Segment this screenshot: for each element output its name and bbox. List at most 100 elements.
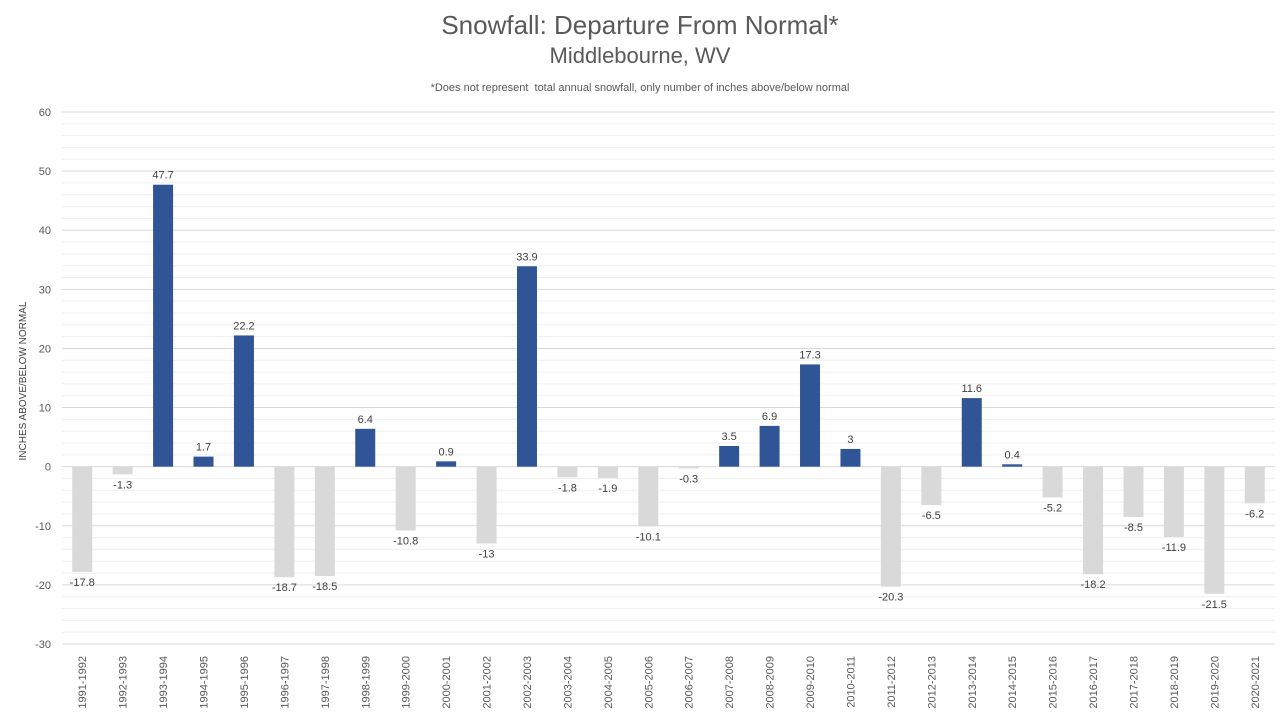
bar [516,266,537,467]
bar [112,466,133,475]
y-tick-label: 0 [45,462,51,474]
bar [678,466,699,469]
data-label: 17.3 [799,349,820,361]
data-label: 47.7 [152,170,173,182]
data-label: -6.2 [1245,508,1264,520]
data-label: 0.9 [438,446,453,458]
data-label: 6.4 [358,414,373,426]
x-tick-label: 1992-1993 [118,656,130,709]
data-label: -10.1 [636,531,661,543]
x-tick-label: 2014-2015 [1007,656,1019,709]
chart-note: *Does not represent total annual snowfal… [430,82,850,94]
data-label: 11.6 [961,383,982,395]
x-tick-label: 2016-2017 [1088,656,1100,709]
bar [395,466,416,531]
data-label: 1.7 [196,442,211,454]
y-tick-label: -20 [35,580,51,592]
data-label: -13 [479,549,495,561]
bar [557,466,578,478]
bar [72,466,93,572]
x-tick-label: 1998-1999 [360,656,372,709]
data-label: -10.8 [393,536,418,548]
bar [840,448,861,467]
data-label: -5.2 [1043,502,1062,514]
bar [880,466,901,587]
data-label: -20.3 [878,592,903,604]
x-tick-label: 2018-2019 [1169,656,1181,709]
x-tick-label: 2004-2005 [603,656,615,709]
x-tick-label: 2000-2001 [441,656,453,709]
data-label: -0.3 [679,473,698,485]
x-tick-label: 1994-1995 [199,656,211,709]
x-tick-label: 2013-2014 [967,656,979,709]
bar [476,466,497,544]
bar [719,445,740,467]
data-label: 6.9 [762,411,777,423]
bar [921,466,942,506]
y-tick-label: 40 [39,225,51,237]
bar [597,466,618,478]
bar [800,364,821,467]
data-label: -21.5 [1202,599,1227,611]
bar [961,398,982,467]
y-tick-label: -30 [35,639,51,651]
data-label: -11.9 [1162,542,1186,554]
bar [1244,466,1265,504]
chart-subtitle: Middlebourne, WV [549,43,731,68]
x-tick-label: 2010-2011 [845,656,857,708]
bar [314,466,335,577]
x-tick-label: 1999-2000 [401,656,413,709]
bar [274,466,295,578]
data-label: -1.3 [113,479,132,491]
x-tick-label: 2012-2013 [926,656,938,709]
data-label: -8.5 [1124,522,1143,534]
x-tick-label: 2017-2018 [1128,656,1140,709]
x-tick-label: 2006-2007 [684,656,696,709]
bar [436,461,457,467]
bar [233,335,254,467]
data-label: -18.5 [312,581,337,593]
data-label: -18.2 [1081,579,1106,591]
y-tick-label: 50 [39,166,51,178]
x-tick-label: 1995-1996 [239,656,251,709]
bar [1163,466,1184,538]
bar [193,456,214,467]
x-tick-label: 2008-2009 [765,656,777,709]
data-label: 0.4 [1005,449,1020,461]
data-label: -17.8 [70,577,95,589]
x-tick-label: 2002-2003 [522,656,534,709]
bar [153,184,174,467]
data-label: -6.5 [922,510,941,522]
x-tick-label: 2009-2010 [805,656,817,709]
x-tick-label: 2020-2021 [1250,656,1262,709]
bar [1204,466,1225,594]
x-tick-label: 2007-2008 [724,656,736,709]
data-label: 22.2 [233,320,254,332]
bar [1123,466,1144,517]
bar [1042,466,1063,498]
x-tick-label: 2001-2002 [482,656,494,709]
x-tick-label: 1993-1994 [158,656,170,709]
y-tick-label: 30 [39,284,51,296]
y-tick-label: 60 [39,107,51,119]
bar [355,428,376,467]
x-tick-label: 1991-1992 [77,656,89,709]
data-label: 3.5 [722,431,737,443]
x-tick-label: 1997-1998 [320,656,332,709]
y-tick-label: 10 [39,403,51,415]
x-tick-label: 2003-2004 [562,656,574,709]
data-label: -18.7 [272,582,297,594]
data-label: 33.9 [516,251,537,263]
bar [638,466,659,527]
y-tick-label: 20 [39,343,51,355]
x-tick-label: 2005-2006 [643,656,655,709]
y-tick-label: -10 [35,521,51,533]
x-tick-label: 2011-2012 [886,656,898,708]
y-axis-label: INCHES ABOVE/BELOW NORMAL [18,301,29,460]
data-label: 3 [847,434,853,446]
x-tick-label: 2015-2016 [1048,656,1060,709]
bar [759,425,780,467]
bar [1002,464,1023,467]
